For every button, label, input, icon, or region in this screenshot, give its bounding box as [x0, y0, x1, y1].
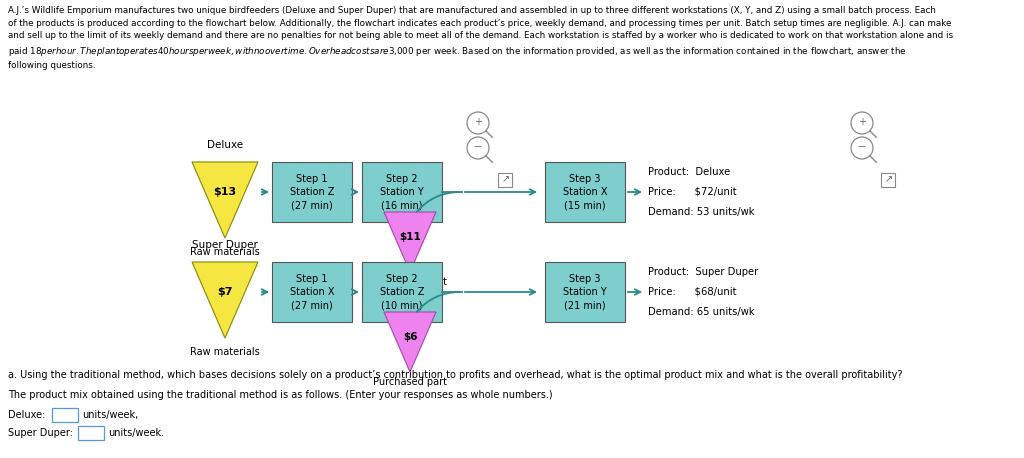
Text: Step 3
Station Y
(21 min): Step 3 Station Y (21 min) [563, 274, 607, 310]
FancyBboxPatch shape [498, 173, 512, 187]
Text: The product mix obtained using the traditional method is as follows. (Enter your: The product mix obtained using the tradi… [8, 390, 553, 400]
Text: ↗: ↗ [885, 174, 893, 184]
Text: −: − [474, 142, 482, 152]
Text: +: + [858, 117, 866, 127]
Polygon shape [193, 262, 258, 338]
Text: Super Duper:: Super Duper: [8, 428, 73, 438]
Text: Deluxe: Deluxe [207, 140, 243, 150]
FancyBboxPatch shape [881, 173, 895, 187]
Text: Step 2
Station Z
(10 min): Step 2 Station Z (10 min) [380, 274, 424, 310]
Text: Price:      $72/unit: Price: $72/unit [648, 187, 736, 197]
Text: Deluxe:: Deluxe: [8, 410, 45, 420]
Text: Demand: 65 units/wk: Demand: 65 units/wk [648, 307, 755, 317]
FancyBboxPatch shape [362, 162, 442, 222]
Text: $13: $13 [213, 187, 237, 197]
Text: $11: $11 [399, 233, 421, 242]
Polygon shape [384, 312, 436, 372]
FancyBboxPatch shape [545, 262, 625, 322]
FancyBboxPatch shape [52, 408, 78, 422]
Text: Step 1
Station Z
(27 min): Step 1 Station Z (27 min) [290, 174, 334, 210]
FancyBboxPatch shape [362, 262, 442, 322]
Text: Step 2
Station Y
(16 min): Step 2 Station Y (16 min) [380, 174, 424, 210]
Text: a. Using the traditional method, which bases decisions solely on a product’s con: a. Using the traditional method, which b… [8, 370, 902, 380]
Text: units/week.: units/week. [108, 428, 164, 438]
Text: Product:  Deluxe: Product: Deluxe [648, 167, 730, 177]
Text: Purchased part: Purchased part [373, 377, 447, 387]
FancyBboxPatch shape [78, 426, 104, 440]
Text: Price:      $68/unit: Price: $68/unit [648, 287, 736, 297]
Text: $6: $6 [402, 333, 417, 343]
Text: Purchased part: Purchased part [373, 277, 447, 287]
Text: A.J.’s Wildlife Emporium manufactures two unique birdfeeders (Deluxe and Super D: A.J.’s Wildlife Emporium manufactures tw… [8, 6, 953, 70]
Text: Demand: 53 units/wk: Demand: 53 units/wk [648, 207, 755, 217]
FancyBboxPatch shape [272, 162, 352, 222]
Text: Step 3
Station X
(15 min): Step 3 Station X (15 min) [563, 174, 607, 210]
Text: Raw materials: Raw materials [190, 347, 260, 357]
Text: −: − [858, 142, 866, 152]
Polygon shape [193, 162, 258, 238]
Text: ↗: ↗ [502, 174, 510, 184]
FancyBboxPatch shape [272, 262, 352, 322]
Text: Product:  Super Duper: Product: Super Duper [648, 267, 758, 277]
Polygon shape [384, 212, 436, 272]
Text: Super Duper: Super Duper [193, 240, 258, 250]
Text: Raw materials: Raw materials [190, 247, 260, 257]
Text: $7: $7 [217, 288, 232, 297]
Text: Step 1
Station X
(27 min): Step 1 Station X (27 min) [290, 274, 334, 310]
FancyBboxPatch shape [545, 162, 625, 222]
Text: +: + [474, 117, 482, 127]
Text: units/week,: units/week, [82, 410, 138, 420]
